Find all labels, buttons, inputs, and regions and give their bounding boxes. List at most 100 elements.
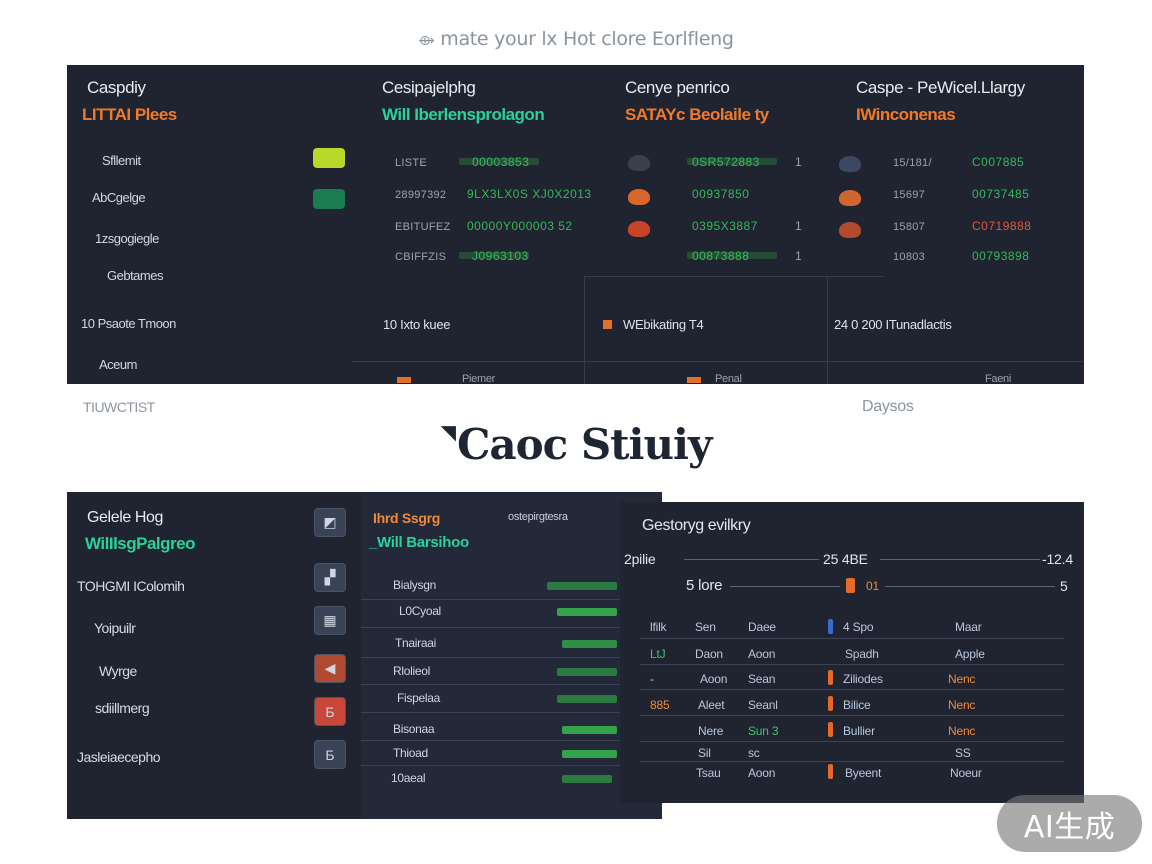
summary-line [730, 586, 840, 587]
summary-label: 5 lore [686, 577, 723, 594]
nav-item[interactable]: sdiillmerg [95, 700, 150, 716]
side-item[interactable]: AbCgelge [92, 190, 146, 205]
row-divider [640, 715, 1064, 716]
list-item[interactable]: Bialysgn [393, 578, 436, 592]
grid-tile-icon[interactable]: ▦ [314, 606, 346, 635]
side-item[interactable]: Sfllemit [102, 153, 141, 168]
list-bar [562, 775, 612, 783]
cell: LtJ [650, 647, 666, 661]
list-bar [557, 608, 617, 616]
list-item[interactable]: 10aeal [391, 771, 426, 785]
cell: Sun 3 [748, 724, 779, 738]
headline-text: Caoc Stiuiy [456, 420, 712, 469]
row-value: 0395X3887 [692, 219, 758, 233]
list-title-right: ostepirgtesra [508, 511, 568, 523]
cell: sc [748, 746, 760, 760]
list-item[interactable]: Thioad [393, 746, 428, 760]
col2-sub: Will Iberlensprolagon [382, 105, 545, 124]
row-label: 15697 [893, 189, 926, 201]
right-panel-title: Gestoryg evilkry [642, 517, 751, 534]
row-mark: 1 [795, 219, 803, 233]
nav-item[interactable]: Wyrge [99, 663, 137, 679]
cell: Aoon [748, 647, 776, 661]
row-divider [361, 627, 641, 628]
list-item[interactable]: Tnairaai [395, 636, 436, 650]
col1-title: Caspdiy [87, 78, 146, 97]
list-item[interactable]: Rlolieol [393, 664, 430, 678]
list-bar [562, 726, 617, 734]
cell: Sil [698, 746, 711, 760]
table-header: Daee [748, 620, 776, 634]
gem-tile-icon[interactable]: Б [314, 697, 346, 726]
summary-line [885, 586, 1055, 587]
col3-title: Cenye penrico [625, 78, 730, 97]
row-mark: 1 [795, 155, 803, 169]
row-divider [640, 664, 1064, 665]
row-divider [361, 657, 641, 658]
red-bowl-icon [839, 222, 861, 238]
side-item[interactable]: Aceum [99, 357, 137, 372]
row-divider [640, 761, 1064, 762]
row-label: 15807 [893, 221, 926, 233]
cell: Seanl [748, 698, 778, 712]
cell: Spadh [845, 647, 879, 661]
col4-title: Caspe - PeWicel.Llargy [856, 78, 1025, 97]
side-item[interactable]: 1zsgogiegle [95, 231, 159, 246]
arrow-tile-icon[interactable]: ◀ [314, 654, 346, 683]
summary-line [880, 559, 1040, 560]
list-item[interactable]: L0Cyoal [399, 604, 441, 618]
row-label: EBITUFEZ [395, 221, 451, 233]
cell: Aoon [700, 672, 728, 686]
caption-top: ⟴ mate your lx Hot clore Eorlfleng [0, 28, 1152, 50]
divider [827, 276, 828, 384]
nav-item[interactable]: Yoipuilr [94, 620, 136, 636]
image-tile-icon[interactable]: ◩ [314, 508, 346, 537]
row-value: 00793898 [972, 249, 1030, 263]
row-mark: 1 [795, 249, 803, 263]
row-bar [459, 252, 529, 259]
summary-label: 2pilie [624, 551, 656, 567]
list-bar [562, 640, 617, 648]
list-bar [547, 582, 617, 590]
cell: Nenc [948, 698, 976, 712]
pen-tile-icon[interactable]: ▞ [314, 563, 346, 592]
footer-cell: 10 Ixto kuee [383, 317, 451, 332]
dashboard-panel: Caspdiy LITTAI Plees Cesipajelphg Will I… [67, 65, 1084, 384]
footer-cell: WEbikating T4 [623, 317, 704, 332]
orange-pill-icon [828, 696, 833, 711]
summary-right: -12.4 [1042, 551, 1073, 567]
table-header: lfilk [650, 620, 667, 634]
blue-bowl-icon [839, 156, 861, 172]
letter-tile-icon[interactable]: Б [314, 740, 346, 769]
nav-item[interactable]: Jasleiaecepho [77, 749, 161, 765]
row-value: 0SR572883 [692, 155, 760, 169]
caption-lead-icon: ⟴ [418, 33, 435, 49]
nav-item[interactable]: TOHGMI IColomih [77, 578, 185, 594]
side-item[interactable]: Gebtames [107, 268, 163, 283]
cell: Nere [698, 724, 724, 738]
list-bar [557, 695, 617, 703]
list-bar [557, 668, 617, 676]
row-value: C0719888 [972, 219, 1032, 233]
orange-pill-icon [828, 722, 833, 737]
row-value: J0963103 [472, 249, 529, 263]
list-item[interactable]: Fispelaa [397, 691, 440, 705]
cell: Bilice [843, 698, 871, 712]
table-header: 4 Spo [843, 620, 874, 634]
row-value: 00937850 [692, 187, 750, 201]
cell: Byeent [845, 766, 882, 780]
list-item[interactable]: Bisonaa [393, 722, 435, 736]
divider [584, 276, 884, 277]
orange-pill-icon [846, 578, 855, 593]
right-panel: Gestoryg evilkry 2pilie 25 4BE -12.4 5 l… [620, 502, 1084, 803]
side-item[interactable]: 10 Psaote Tmoon [81, 316, 176, 331]
list-bar [562, 750, 617, 758]
row-divider [640, 741, 1064, 742]
row-value: 00000Y000003 52 [467, 219, 573, 233]
cell: Nenc [948, 724, 976, 738]
row-divider [640, 638, 1064, 639]
bowl-icon [628, 155, 650, 171]
cell: Bullier [843, 724, 875, 738]
left-panel-sub: WilIlsgPalgreo [85, 534, 195, 553]
orange-bowl-icon [628, 189, 650, 205]
